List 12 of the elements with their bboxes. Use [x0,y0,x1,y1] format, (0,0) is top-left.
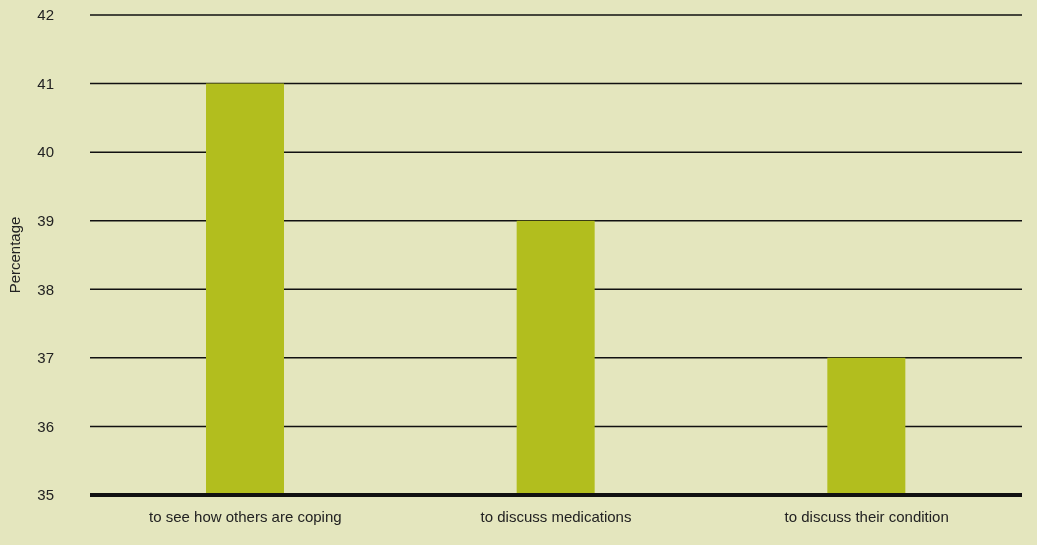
y-tick-label: 35 [37,486,54,504]
y-tick-label: 38 [37,280,54,298]
x-tick-label: to see how others are coping [149,507,342,525]
y-tick-label: 40 [37,143,54,161]
y-tick-label: 41 [37,74,54,92]
y-tick-label: 39 [37,212,54,230]
y-tick-label: 36 [37,417,54,435]
y-axis-title: Percentage [6,216,24,294]
y-tick-label: 37 [37,349,54,367]
x-tick-label: to discuss their condition [784,507,949,525]
x-tick-label: to discuss medications [480,507,632,525]
y-tick-label: 42 [37,6,54,24]
